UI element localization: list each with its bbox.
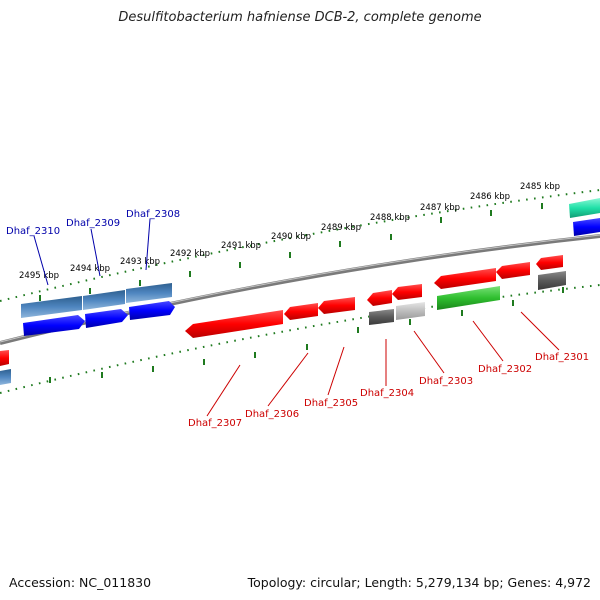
label-connector (206, 364, 241, 417)
ruler-tick-label: 2489 kbp (321, 223, 361, 233)
ruler-tick-label: 2493 kbp (120, 257, 160, 267)
gene-arrow[interactable] (569, 198, 600, 218)
gene-box-steel[interactable] (0, 369, 11, 385)
gene-label-dhaf-2301[interactable]: Dhaf_2301 (535, 352, 589, 363)
label-connector (33, 235, 49, 286)
inner-ruler-ticks (49, 287, 564, 383)
label-connector (90, 228, 101, 277)
ruler-tick-label: 2487 kbp (420, 203, 460, 213)
gene-arrow-blue[interactable] (23, 315, 85, 336)
gene-arrow-red[interactable] (284, 303, 318, 320)
gene-arrow-red[interactable] (392, 284, 422, 300)
outer-ruler-ticks (39, 203, 543, 301)
gene-label-dhaf-2306[interactable]: Dhaf_2306 (245, 409, 299, 420)
ruler-tick-label: 2490 kbp (271, 232, 311, 242)
gene-box-green[interactable] (437, 286, 500, 310)
label-connector (145, 218, 151, 271)
label-connector (520, 311, 560, 351)
gene-arrow-red[interactable] (367, 290, 392, 306)
gene-label-dhaf-2310[interactable]: Dhaf_2310 (6, 226, 60, 237)
gene-dhaf-2309-box[interactable] (83, 290, 125, 310)
gene-box-lightgray[interactable] (396, 302, 425, 320)
gene-dhaf-2310-box[interactable] (21, 296, 82, 318)
gene-label-dhaf-2309[interactable]: Dhaf_2309 (66, 218, 120, 229)
page-title: Desulfitobacterium hafniense DCB-2, comp… (118, 10, 482, 25)
ruler-tick-label: 2495 kbp (19, 271, 59, 281)
gene-label-dhaf-2305[interactable]: Dhaf_2305 (304, 398, 358, 409)
ruler-tick-label: 2488 kbp (370, 213, 410, 223)
accession-text: Accession: NC_011830 (9, 575, 152, 590)
genome-summary-text: Topology: circular; Length: 5,279,134 bp… (247, 575, 591, 590)
label-connector (413, 330, 445, 374)
gene-arrow-red[interactable] (434, 268, 496, 289)
ruler-tick-label: 2486 kbp (470, 192, 510, 202)
gene-arrow-red[interactable] (496, 262, 530, 279)
gene-arrow[interactable] (573, 218, 600, 236)
ruler-tick-label: 2491 kbp (221, 241, 261, 251)
gene-box-gray[interactable] (538, 271, 566, 290)
gene-label-dhaf-2308[interactable]: Dhaf_2308 (126, 209, 180, 220)
gene-label-dhaf-2303[interactable]: Dhaf_2303 (419, 376, 473, 387)
ruler-tick-label: 2485 kbp (520, 182, 560, 192)
genome-backbone (0, 234, 600, 345)
ruler-tick-label: 2494 kbp (70, 264, 110, 274)
gene-arrow-blue[interactable] (85, 309, 128, 328)
gene-arrow-red[interactable] (318, 297, 355, 314)
label-connector (327, 346, 345, 396)
gene-arrow-red[interactable] (536, 255, 563, 270)
gene-arrow-blue[interactable] (129, 301, 175, 320)
gene-label-dhaf-2307[interactable]: Dhaf_2307 (188, 418, 242, 429)
label-connector (267, 352, 309, 407)
gene-arrow-red[interactable] (0, 350, 9, 366)
gene-dhaf-2308-box[interactable] (126, 283, 172, 303)
gene-label-dhaf-2302[interactable]: Dhaf_2302 (478, 364, 532, 375)
ruler-tick-label: 2492 kbp (170, 249, 210, 259)
label-connector (472, 320, 504, 362)
gene-arrow-red[interactable] (185, 310, 283, 338)
gene-label-dhaf-2304[interactable]: Dhaf_2304 (360, 388, 414, 399)
gene-box-gray[interactable] (369, 309, 394, 325)
